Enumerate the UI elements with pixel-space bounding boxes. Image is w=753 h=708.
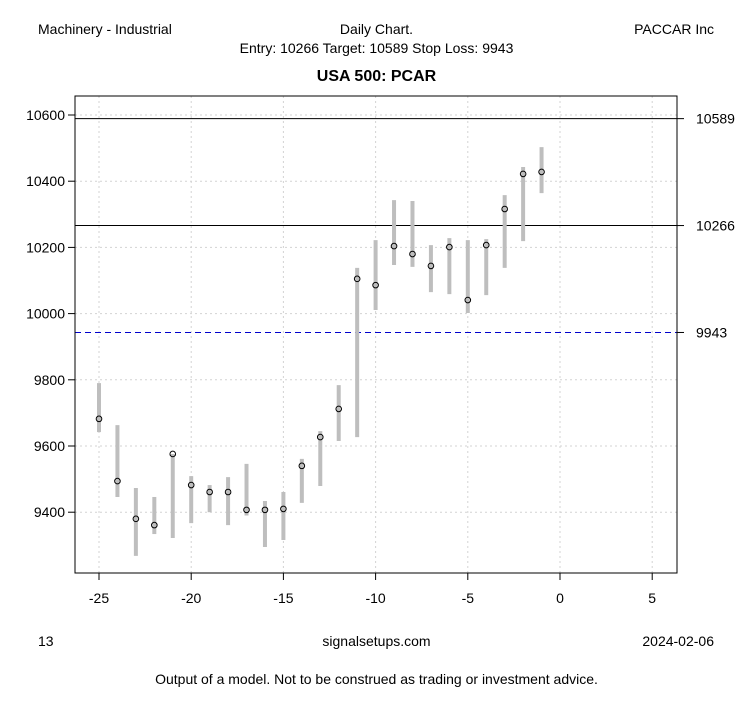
y-tick-label: 9800 [34,372,65,388]
y-tick-label: 9400 [34,504,65,520]
close-point [298,462,306,470]
x-tick-label: -20 [181,590,201,606]
company-label: PACCAR Inc [634,21,714,37]
x-tick-label: 5 [648,590,656,606]
close-point [482,241,490,249]
y-tick-label: 10600 [26,107,65,123]
close-point [353,275,361,283]
close-point [280,505,287,513]
close-point [409,250,416,258]
footer-site: signalsetups.com [322,633,431,649]
close-point [519,170,527,178]
close-point [261,506,269,514]
close-point [335,405,343,413]
close-point [316,433,324,441]
close-point [95,415,103,423]
close-point [132,515,140,523]
close-point [224,488,232,496]
footer-date: 2024-02-06 [642,633,714,649]
disclaimer: Output of a model. Not to be construed a… [155,671,598,687]
close-point [390,242,398,250]
y-tick-label: 9600 [34,438,65,454]
x-tick-label: -5 [462,590,475,606]
close-point [151,521,158,529]
close-point [243,506,250,514]
footer-left: 13 [38,633,54,649]
close-point [372,281,379,289]
close-point [501,205,508,213]
stop-loss-label: 9943 [696,324,727,340]
x-tick-label: -25 [89,590,109,606]
close-point [446,243,453,251]
y-tick-label: 10400 [26,173,65,189]
plot-frame [74,95,678,574]
y-tick-label: 10200 [26,239,65,255]
close-point [169,450,177,458]
x-tick-label: -15 [273,590,293,606]
close-point [114,477,121,485]
levels-label: Entry: 10266 Target: 10589 Stop Loss: 99… [239,40,514,56]
sector-label: Machinery - Industrial [38,21,172,37]
close-point [427,262,435,270]
close-point [206,488,213,496]
close-point [464,296,472,304]
close-point [538,168,545,176]
y-tick-label: 10000 [26,306,65,322]
target-label: 10589 [696,111,735,127]
close-point [187,481,195,489]
x-tick-label: -10 [365,590,385,606]
chart-type-label: Daily Chart. [339,21,414,37]
chart-title: USA 500: PCAR [316,68,437,85]
entry-label: 10266 [696,218,735,234]
x-tick-label: 0 [556,590,564,606]
